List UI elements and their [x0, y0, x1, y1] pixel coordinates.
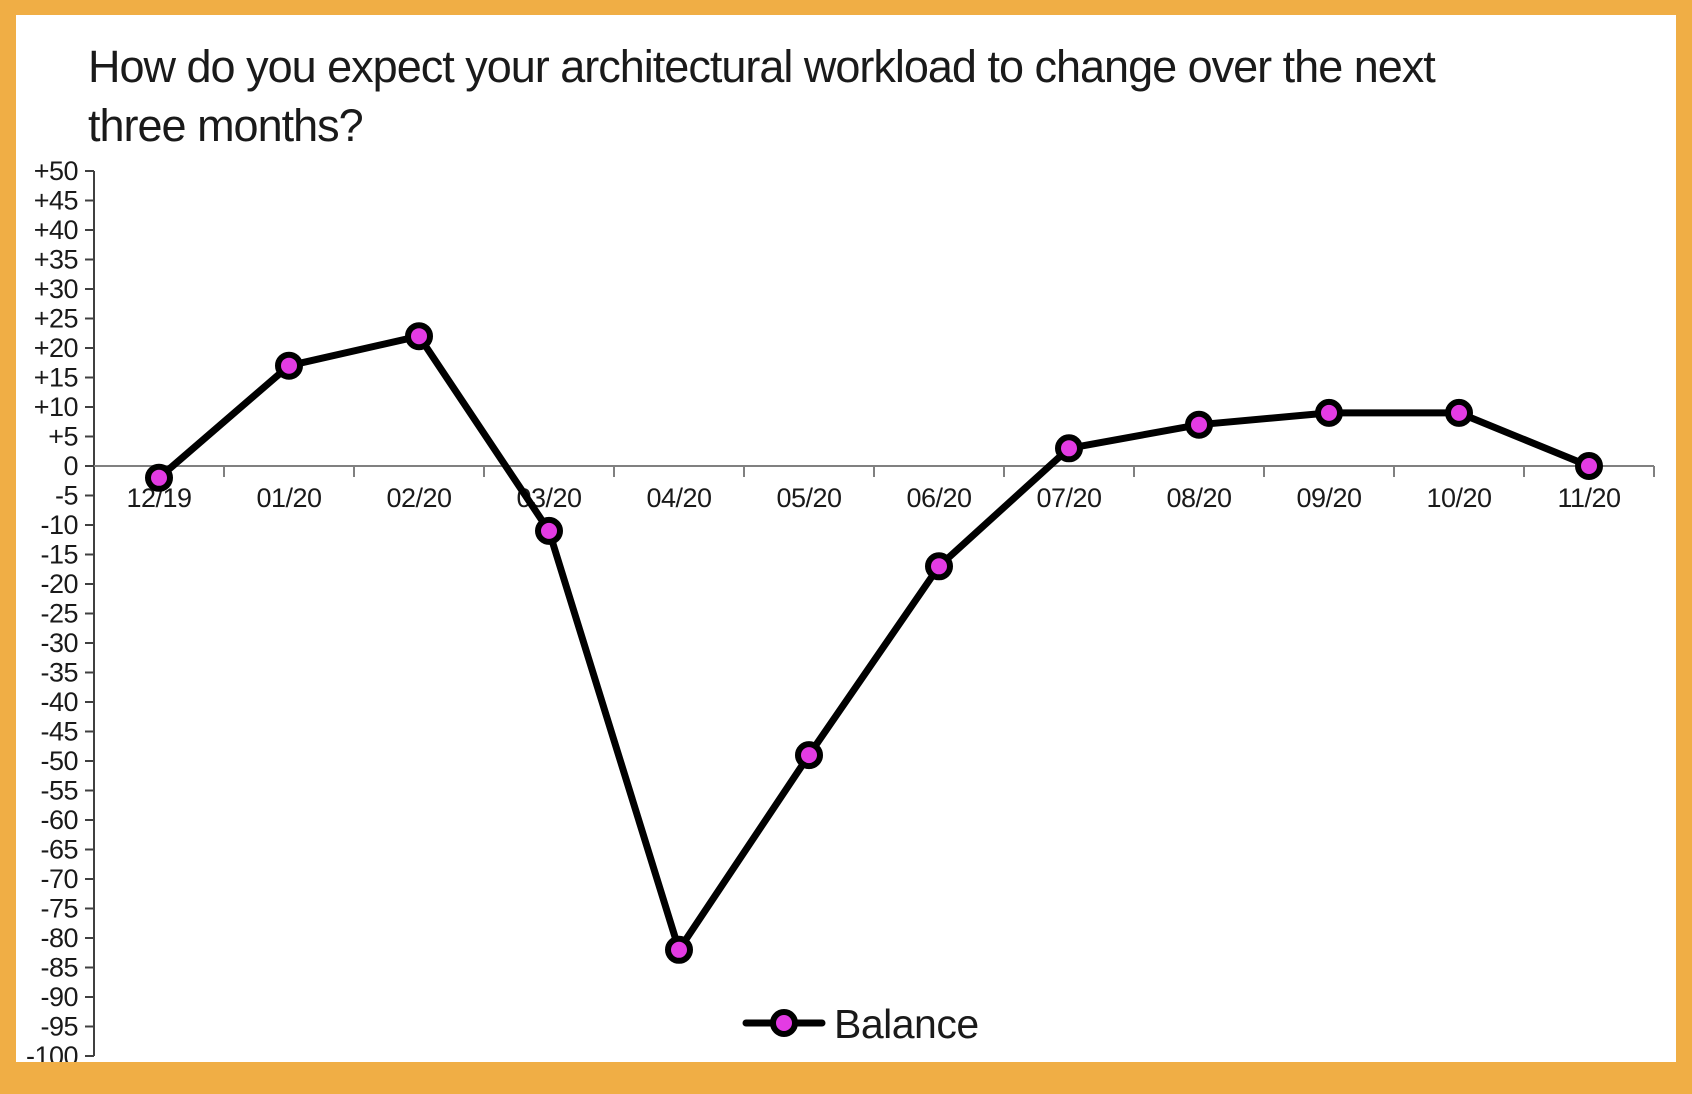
- x-axis-label: 11/20: [1557, 483, 1620, 513]
- y-axis-label: +10: [34, 392, 78, 422]
- y-axis-label: -60: [40, 805, 78, 835]
- x-axis-label: 05/20: [776, 483, 841, 513]
- data-point-marker: [795, 741, 823, 770]
- data-point-marker: [275, 351, 303, 380]
- data-point-marker: [405, 322, 433, 351]
- x-axis-label: 09/20: [1296, 483, 1361, 513]
- y-axis-label: +15: [34, 363, 78, 393]
- y-axis-label: +5: [48, 422, 78, 452]
- data-point-marker: [925, 552, 953, 581]
- legend-marker-icon: [770, 1009, 798, 1037]
- y-axis-label: -80: [40, 923, 78, 953]
- y-axis-label: +25: [34, 304, 78, 334]
- data-point-marker: [1315, 398, 1343, 427]
- chart-title-line2: three months?: [88, 100, 364, 151]
- x-axis-label: 06/20: [906, 483, 971, 513]
- data-point-marker: [535, 516, 563, 545]
- y-axis-label: +40: [34, 215, 78, 245]
- y-axis-label: +35: [34, 245, 78, 275]
- y-axis-label: -15: [40, 540, 78, 570]
- y-axis-label: -30: [40, 628, 78, 658]
- data-point-marker: [145, 463, 173, 492]
- y-axis-label: -40: [40, 687, 78, 717]
- legend-label: Balance: [834, 1001, 979, 1047]
- y-axis-label: -50: [40, 746, 78, 776]
- y-axis-label: -85: [40, 953, 78, 983]
- x-axis-label: 01/20: [256, 483, 321, 513]
- y-axis-label: -55: [40, 776, 78, 806]
- x-axis-label: 07/20: [1036, 483, 1101, 513]
- y-axis-label: -35: [40, 658, 78, 688]
- y-axis-label: -95: [40, 1012, 78, 1042]
- x-axis-label: 04/20: [646, 483, 711, 513]
- y-axis-label: -5: [55, 481, 78, 511]
- y-axis-label: +45: [34, 186, 78, 216]
- y-axis-label: 0: [63, 451, 78, 481]
- data-point-marker: [1055, 434, 1083, 463]
- y-axis-label: -75: [40, 894, 78, 924]
- x-axis-label: 10/20: [1426, 483, 1491, 513]
- y-axis-label: -25: [40, 599, 78, 629]
- y-axis-label: -100: [26, 1041, 78, 1062]
- y-axis-label: +50: [34, 156, 78, 186]
- y-axis-label: +30: [34, 274, 78, 304]
- series-line: [155, 332, 1593, 954]
- x-axis-label: 02/20: [386, 483, 451, 513]
- x-axis-label: 08/20: [1166, 483, 1231, 513]
- y-axis-label: -20: [40, 569, 78, 599]
- y-axis-label: -45: [40, 717, 78, 747]
- y-axis-label: +20: [34, 333, 78, 363]
- y-axis-label: -90: [40, 982, 78, 1012]
- legend: Balance: [742, 1001, 979, 1047]
- data-point-marker: [665, 935, 693, 964]
- chart-title: How do you expect your architectural wor…: [88, 37, 1588, 155]
- y-axis-label: -10: [40, 510, 78, 540]
- data-point-marker: [1185, 410, 1213, 439]
- y-axis-label: -65: [40, 835, 78, 865]
- data-point-marker: [1575, 452, 1603, 480]
- line-chart: +50+45+40+35+30+25+20+15+10+50-5-10-15-2…: [26, 156, 1655, 1062]
- y-axis-label: -70: [40, 864, 78, 894]
- chart-title-line1: How do you expect your architectural wor…: [88, 41, 1436, 92]
- data-point-marker: [1445, 398, 1473, 427]
